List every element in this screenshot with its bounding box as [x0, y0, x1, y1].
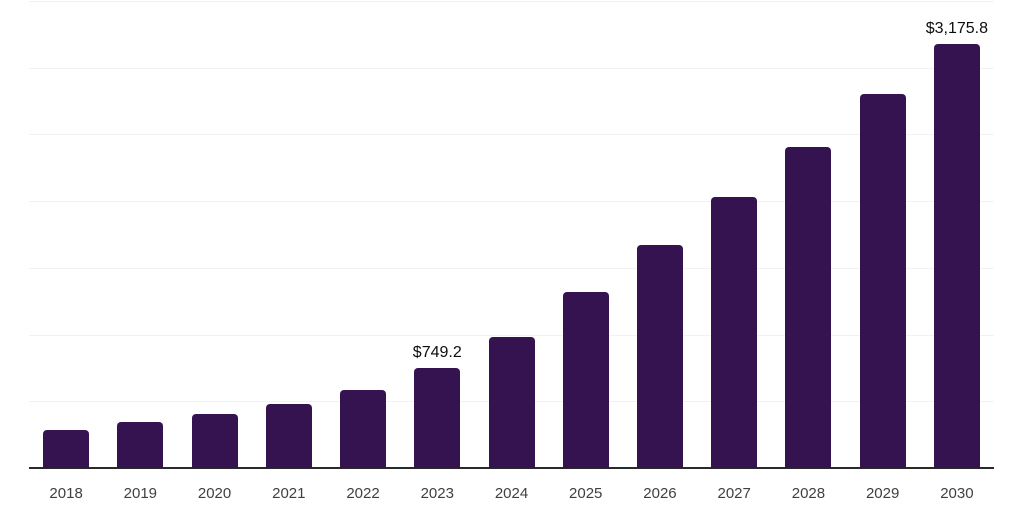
bar-value-label-2030: $3,175.8: [925, 20, 989, 37]
bar-value-label-2023: $749.2: [412, 344, 462, 361]
x-tick-label-2024: 2024: [494, 485, 529, 502]
gridline: [29, 134, 994, 135]
x-tick-label-2028: 2028: [791, 485, 826, 502]
bar-2021: [265, 404, 312, 468]
bar-2019: [117, 422, 164, 468]
bar-2030: [933, 44, 980, 468]
gridline: [29, 201, 994, 202]
bar-2026: [636, 245, 683, 468]
x-tick-label-2030: 2030: [940, 485, 974, 502]
x-tick-label-2025: 2025: [569, 485, 603, 502]
gridline: [29, 1, 994, 2]
bar-2023: [414, 368, 461, 468]
gridline: [29, 268, 994, 269]
gridline: [29, 68, 994, 69]
x-tick-label-2018: 2018: [49, 485, 83, 502]
x-tick-label-2027: 2027: [717, 485, 751, 502]
bar-2020: [191, 414, 238, 468]
x-tick-label-2022: 2022: [346, 485, 380, 502]
bar-2029: [859, 94, 906, 468]
plot-area: $749.2 $3,175.8: [29, 0, 994, 469]
x-axis-line: [29, 467, 994, 469]
x-tick-label-2019: 2019: [123, 485, 158, 502]
bar-2022: [340, 390, 387, 468]
x-tick-label-2026: 2026: [643, 485, 677, 502]
x-tick-label-2020: 2020: [197, 485, 232, 502]
bar-2018: [43, 430, 90, 468]
bar-2024: [488, 337, 535, 468]
bar-2028: [785, 147, 832, 468]
gridline: [29, 335, 994, 336]
x-tick-label-2023: 2023: [420, 485, 454, 502]
bar-2025: [562, 292, 609, 468]
x-tick-label-2021: 2021: [272, 485, 306, 502]
x-tick-label-2029: 2029: [865, 485, 900, 502]
bar-2027: [711, 197, 758, 468]
